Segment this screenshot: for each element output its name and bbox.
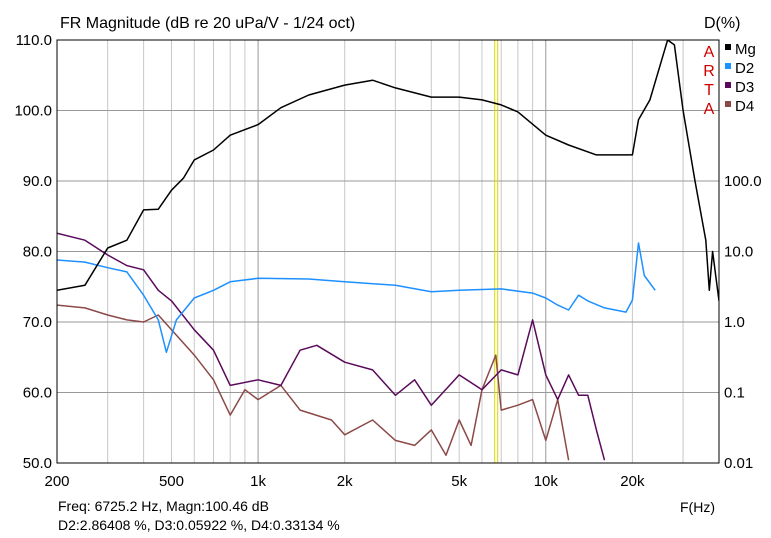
x-tick-label: 500 [159,473,184,490]
arta-logo-letter: R [703,63,715,80]
x-tick-label: 200 [44,473,69,490]
legend-label-d2: D2 [735,60,754,77]
y-tick-label: 70.0 [23,314,52,331]
x-tick-label: 2k [337,473,353,490]
y-right-tick-label: 1.0 [724,314,745,331]
y-right-tick-label: 0.01 [724,455,753,472]
legend-label-d3: D3 [735,79,754,96]
series-line-mg [57,40,719,301]
legend-swatch-d2 [725,63,731,69]
y-right-tick-label: 10.0 [724,244,753,261]
y-right-tick-label: 100.0 [724,173,762,190]
legend-label-mg: Mg [735,41,756,58]
x-tick-label: 5k [451,473,467,490]
y-tick-label: 110.0 [16,32,52,49]
cursor-readout-line1: Freq: 6725.2 Hz, Magn:100.46 dB [58,498,269,514]
grid [57,40,719,463]
y-tick-label: 60.0 [23,385,52,402]
legend-swatch-mg [725,44,731,50]
arta-logo-letter: A [704,101,715,118]
y-right-tick-label: 0.1 [724,385,745,402]
legend-swatch-d4 [725,101,731,107]
x-tick-label: 1k [250,473,266,490]
series-line-d4 [57,304,570,461]
x-tick-label: 20k [620,473,645,490]
tick-labels: 50.0 60.0 70.0 80.0 90.0 100.0 110.0 0.01 0.1 1.0… [14,32,761,490]
arta-logo-letter: T [704,82,714,99]
legend-label-d4: D4 [735,98,754,115]
y-tick-label: 80.0 [23,244,52,261]
x-tick-label: 10k [534,473,559,490]
x-axis-label: F(Hz) [680,499,715,515]
series-line-d2 [57,242,656,354]
right-axis-label: D(%) [704,15,740,32]
cursor-readout-line2: D2:2.86408 %, D3:0.05922 %, D4:0.33134 % [58,517,340,533]
y-tick-label: 50.0 [23,455,52,472]
legend-swatch-d3 [725,82,731,88]
curves [57,40,719,463]
series-line-d3 [57,232,606,461]
plot-frame [56,39,720,464]
y-tick-label: 90.0 [23,173,52,190]
arta-logo-letter: A [704,44,715,61]
chart-title: FR Magnitude (dB re 20 uPa/V - 1/24 oct) [60,15,355,32]
y-tick-label: 100.0 [14,103,52,120]
